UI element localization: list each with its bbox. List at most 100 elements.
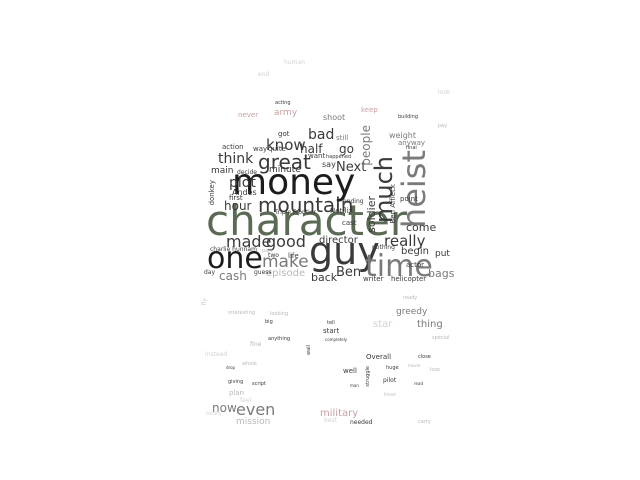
- word-character: character: [206, 196, 408, 245]
- word-part: part: [262, 248, 273, 254]
- word-two: two: [268, 252, 279, 259]
- word-overall: Overall: [366, 353, 392, 361]
- word-look: look: [438, 89, 451, 96]
- word-wall: wall: [306, 345, 312, 355]
- word-made: made: [226, 232, 272, 251]
- word-start: start: [323, 327, 340, 335]
- word-man: man: [350, 383, 359, 388]
- word-well: well: [343, 367, 357, 375]
- word-acting: acting: [275, 100, 291, 106]
- word-friend: friend: [384, 392, 396, 397]
- word-plan: plan: [229, 389, 245, 397]
- word-never: never: [238, 111, 259, 119]
- word-back: back: [311, 271, 338, 284]
- word-army: army: [274, 108, 298, 118]
- word-mission: mission: [236, 417, 271, 427]
- word-bad: bad: [308, 127, 335, 143]
- word-one: one: [207, 241, 263, 276]
- word-episode: episode: [266, 268, 306, 279]
- word-actor: actor: [406, 261, 425, 269]
- word-keep: keep: [361, 106, 378, 114]
- word-drop: drop: [226, 365, 236, 370]
- word-helicopter: helicopter: [391, 275, 427, 283]
- word-begin: begin: [401, 246, 429, 257]
- word-tell: tell: [327, 320, 335, 326]
- word-way: way: [253, 145, 268, 153]
- word-want: want: [308, 152, 326, 160]
- word-fine: fine: [250, 341, 262, 348]
- word-pilot: pilot: [383, 377, 397, 384]
- word-ending: ending: [343, 198, 364, 205]
- word-needed: needed: [350, 419, 373, 426]
- word-mountain: mountain: [258, 193, 354, 217]
- word-main: main: [211, 166, 234, 176]
- word-heist: heist: [395, 150, 433, 229]
- word-action: action: [222, 143, 244, 151]
- word-go: go: [339, 142, 354, 156]
- word-special: special: [432, 335, 450, 341]
- word-say: say: [322, 160, 336, 169]
- word-movie: movie: [408, 363, 421, 368]
- word-triple-frontier: Triple Frontier: [275, 209, 316, 216]
- word-end: end: [258, 71, 270, 78]
- word-bags: bags: [428, 267, 455, 280]
- word-director: director: [319, 235, 358, 246]
- word-next: Next: [336, 160, 367, 175]
- word-still: still: [336, 134, 349, 142]
- word-best: best: [324, 417, 337, 424]
- word-human: human: [284, 59, 305, 66]
- word-cast: cast: [342, 219, 357, 227]
- word-building: building: [398, 114, 419, 120]
- word-anyway: anyway: [398, 139, 426, 147]
- word-guy: guy: [309, 229, 380, 273]
- word-greedy: greedy: [396, 307, 428, 317]
- word-plot: plot: [229, 175, 256, 191]
- word-cash: cash: [219, 269, 247, 283]
- word-andes: Andes: [232, 188, 257, 197]
- word-half: half: [300, 142, 323, 156]
- word-completely: completely: [325, 337, 348, 342]
- word-ready: ready: [403, 295, 418, 301]
- word-ben: Ben: [336, 265, 362, 280]
- word-day: day: [204, 269, 216, 276]
- word-totally: totally: [206, 411, 222, 417]
- word-giving: giving: [228, 379, 244, 385]
- word-pay: pay: [438, 123, 448, 129]
- word-military: military: [320, 408, 359, 419]
- word-lose: lose: [430, 367, 441, 373]
- word-now: now: [212, 401, 237, 415]
- word-even: even: [236, 400, 276, 419]
- word-donkey: donkey: [208, 180, 216, 206]
- word-minute: minute: [269, 165, 301, 175]
- word-know: know: [266, 136, 306, 154]
- word-happened: happened: [326, 154, 352, 160]
- word-decide: decide: [237, 169, 257, 176]
- word-star: star: [373, 319, 393, 330]
- word-charlie-hunnam: charlie hunnam: [210, 246, 257, 253]
- word-whole: whole: [242, 361, 257, 367]
- word-make: make: [262, 252, 309, 272]
- word-time: time: [365, 249, 433, 284]
- word-come: come: [406, 221, 437, 234]
- word-put: put: [435, 249, 450, 259]
- word-nothing: nothing: [372, 244, 395, 251]
- word-instead: instead: [205, 351, 228, 358]
- word-really: really: [384, 232, 426, 250]
- word-guess: guess: [254, 269, 272, 276]
- word-netflix: Netflix: [330, 207, 353, 215]
- word-first: first: [229, 194, 243, 202]
- word-writer: writer: [363, 275, 384, 283]
- word-anything: anything: [268, 336, 291, 342]
- word-good: good: [266, 232, 306, 251]
- word-carry: carry: [418, 419, 431, 425]
- word-close: close: [418, 354, 431, 360]
- word-life: life: [288, 252, 299, 260]
- word-fly: fly: [201, 298, 208, 306]
- word-interesting: interesting: [228, 310, 255, 316]
- word-great: great: [258, 150, 311, 174]
- word-struggle: struggle: [365, 366, 371, 387]
- word-hour: hour: [224, 199, 252, 213]
- word-huge: huge: [386, 365, 399, 371]
- word-shoot: shoot: [323, 113, 346, 122]
